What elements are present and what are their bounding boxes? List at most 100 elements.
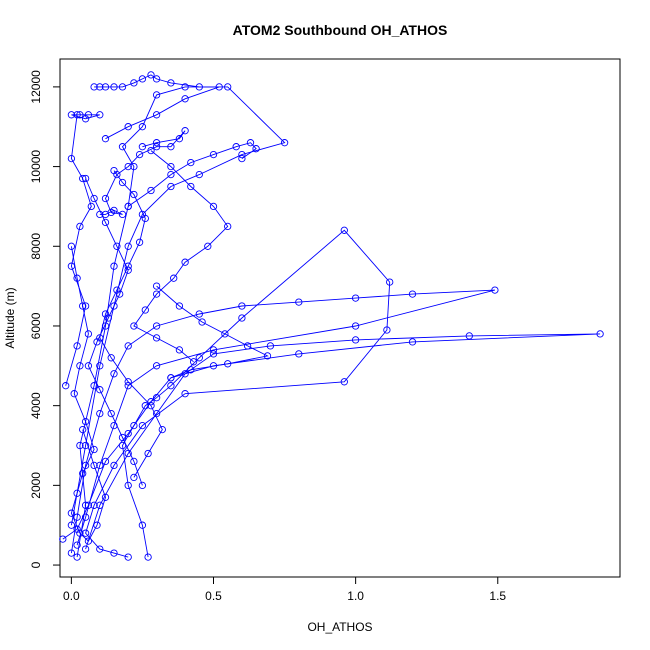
series-line-12: [127, 142, 257, 207]
data-point: [81, 441, 90, 450]
data-point: [167, 143, 175, 151]
data-point: [408, 290, 417, 298]
data-point: [73, 342, 81, 350]
data-point: [67, 549, 76, 557]
data-point: [181, 258, 189, 266]
data-point: [238, 314, 246, 322]
data-point: [266, 342, 275, 350]
data-point: [195, 310, 203, 318]
data-point: [67, 154, 76, 163]
data-point: [195, 354, 203, 362]
data-point: [246, 139, 255, 147]
data-point: [181, 95, 189, 103]
data-point: [167, 79, 175, 87]
data-point: [138, 75, 147, 83]
data-point: [147, 71, 155, 79]
data-point: [67, 242, 76, 250]
y-axis-label: Altitude (m): [3, 287, 17, 348]
data-point: [124, 242, 132, 250]
data-point: [152, 91, 161, 99]
data-point: [96, 362, 104, 370]
series-line-9: [99, 170, 163, 478]
series-line-4: [62, 333, 601, 550]
data-point: [243, 342, 252, 350]
data-point: [141, 306, 149, 314]
data-point: [181, 390, 189, 398]
data-point: [101, 194, 110, 203]
data-point: [158, 425, 166, 434]
y-axis: 0 2000 4000 6000 8000 10000 12000: [29, 70, 60, 568]
data-point: [124, 266, 132, 274]
data-point: [118, 210, 127, 219]
data-point: [90, 461, 98, 470]
data-point: [152, 139, 161, 147]
data-point: [144, 449, 152, 458]
data-point: [116, 290, 124, 298]
data-point: [124, 123, 132, 131]
data-point: [491, 286, 499, 294]
series-line-2: [85, 229, 391, 558]
data-point: [152, 334, 161, 342]
data-point: [73, 111, 81, 119]
data-point: [221, 330, 229, 338]
data-point: [209, 202, 218, 211]
data-point: [110, 549, 118, 557]
data-point: [170, 274, 178, 282]
data-point: [81, 461, 90, 470]
data-point: [110, 83, 118, 91]
data-point: [93, 521, 101, 529]
data-point: [408, 338, 417, 346]
series-line-7: [94, 74, 220, 140]
x-tick-label: 0.0: [63, 589, 80, 603]
data-point: [124, 553, 132, 561]
data-point: [138, 421, 147, 430]
data-point: [81, 545, 90, 553]
data-point: [90, 501, 98, 509]
series-line-3: [70, 289, 496, 554]
data-point: [130, 162, 138, 171]
data-point: [96, 386, 104, 394]
y-tick-label: 0: [29, 561, 43, 568]
data-point: [195, 83, 203, 91]
data-point: [181, 83, 189, 91]
data-point: [209, 150, 218, 159]
series-line-13: [156, 285, 269, 379]
data-point: [110, 370, 118, 378]
data-point: [124, 202, 132, 211]
data-point: [84, 537, 93, 545]
data-point: [215, 83, 223, 91]
y-tick-label: 2000: [29, 472, 43, 499]
data-point: [67, 521, 76, 529]
data-point: [124, 162, 132, 171]
data-point: [90, 194, 98, 203]
data-point: [76, 111, 84, 119]
data-point: [76, 222, 84, 231]
data-point: [84, 330, 93, 338]
data-point: [101, 135, 110, 143]
data-point: [118, 83, 127, 91]
data-point: [76, 529, 84, 537]
data-point: [113, 242, 121, 250]
x-axis-label: OH_ATHOS: [307, 620, 372, 634]
data-point: [147, 146, 155, 155]
data-point: [138, 481, 147, 490]
series-line-10: [133, 150, 229, 363]
data-point: [152, 322, 161, 330]
data-point: [110, 302, 118, 310]
data-point: [386, 278, 394, 286]
data-point: [101, 493, 110, 501]
y-tick-label: 8000: [29, 233, 43, 260]
data-point: [152, 282, 161, 290]
data-point: [81, 529, 90, 537]
data-point: [204, 242, 212, 250]
data-point: [147, 186, 155, 195]
data-point: [81, 115, 90, 123]
data-point: [124, 342, 132, 350]
data-point: [101, 218, 110, 227]
data-point: [195, 170, 203, 179]
data-point: [84, 362, 93, 370]
data-point: [263, 352, 272, 360]
data-point: [152, 143, 161, 151]
data-point: [209, 346, 218, 354]
series-line-8: [70, 246, 106, 542]
